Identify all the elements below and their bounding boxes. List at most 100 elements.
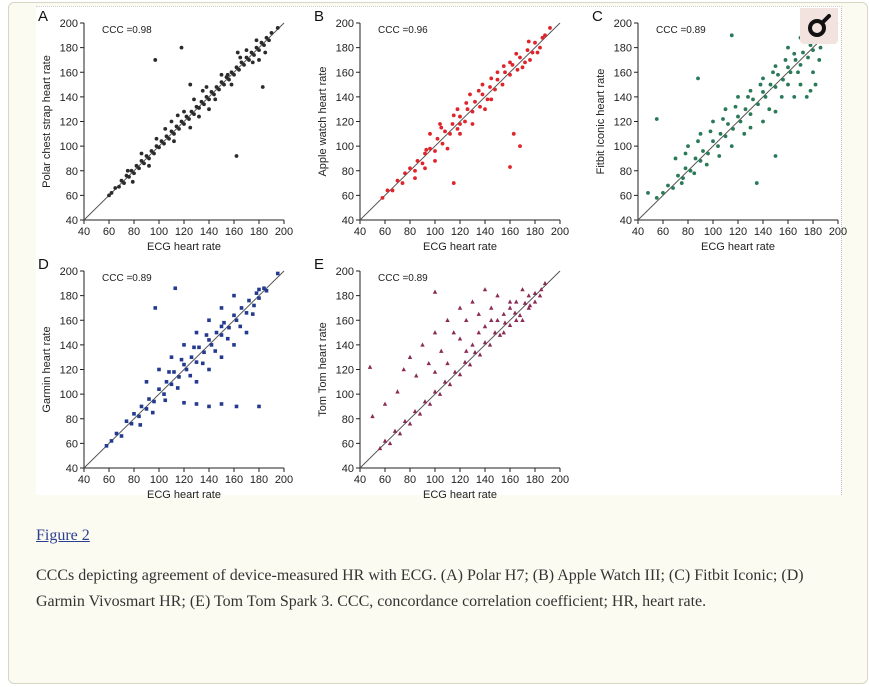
data-point bbox=[704, 162, 709, 167]
figure-link[interactable]: Figure 2 bbox=[36, 527, 90, 544]
data-point bbox=[367, 364, 373, 369]
data-point bbox=[796, 70, 800, 75]
data-point bbox=[458, 131, 462, 136]
y-tick-label: 80 bbox=[66, 414, 78, 426]
y-tick-label: 180 bbox=[614, 43, 632, 55]
y-axis-label: Garmin heart rate bbox=[41, 326, 53, 412]
data-point bbox=[761, 76, 765, 81]
data-point bbox=[489, 76, 494, 81]
data-point bbox=[540, 35, 545, 40]
data-point bbox=[234, 404, 239, 409]
x-tick-label: 60 bbox=[657, 226, 669, 238]
x-tick-label: 40 bbox=[354, 226, 366, 238]
data-point bbox=[743, 107, 748, 112]
data-point bbox=[464, 348, 469, 353]
data-point bbox=[445, 317, 450, 323]
data-point bbox=[264, 288, 269, 293]
data-point bbox=[209, 343, 214, 347]
data-point bbox=[495, 77, 500, 82]
x-tick-label: 40 bbox=[78, 474, 90, 486]
data-point bbox=[746, 94, 750, 99]
y-tick-label: 180 bbox=[60, 291, 78, 303]
data-point bbox=[522, 300, 528, 305]
data-point bbox=[763, 94, 768, 99]
x-axis-label: ECG heart rate bbox=[147, 489, 221, 501]
figure-image[interactable]: 40 60 80 100 120 140 160 180 200 40 60 80 100 120 140 1… bbox=[36, 6, 847, 501]
y-tick-label: 200 bbox=[336, 18, 354, 30]
data-point bbox=[169, 382, 174, 387]
data-point bbox=[771, 70, 775, 75]
ccc-label: CCC =0.96 bbox=[378, 25, 428, 36]
data-point bbox=[489, 305, 494, 310]
data-point bbox=[239, 60, 244, 65]
data-point bbox=[476, 330, 481, 335]
data-point bbox=[184, 114, 189, 119]
y-tick-label: 200 bbox=[60, 266, 78, 278]
data-point bbox=[514, 51, 519, 56]
x-tick-label: 180 bbox=[250, 226, 268, 238]
y-tick-label: 140 bbox=[336, 92, 354, 104]
data-point bbox=[818, 45, 823, 50]
data-point bbox=[182, 343, 186, 347]
data-point bbox=[412, 408, 418, 414]
data-point bbox=[192, 345, 196, 350]
data-point bbox=[169, 119, 174, 124]
y-tick-label: 80 bbox=[342, 414, 354, 426]
x-tick-label: 200 bbox=[275, 474, 293, 486]
panel-e: 40 60 80 100 120 140 160 180 200 40 60 80 100 120 140 1… bbox=[312, 255, 572, 501]
data-point bbox=[247, 58, 251, 62]
data-point bbox=[139, 151, 144, 156]
x-axis-label: ECG heart rate bbox=[423, 489, 497, 501]
data-point bbox=[249, 50, 254, 55]
x-tick-label: 60 bbox=[103, 226, 115, 238]
data-point bbox=[788, 70, 793, 75]
x-tick-label: 60 bbox=[103, 474, 115, 486]
x-tick-label: 100 bbox=[150, 226, 168, 238]
y-tick-label: 120 bbox=[336, 365, 354, 377]
identity-line bbox=[637, 22, 839, 221]
data-point bbox=[194, 360, 199, 364]
data-point bbox=[786, 45, 790, 50]
y-tick-label: 40 bbox=[620, 215, 632, 227]
data-point bbox=[451, 113, 456, 118]
data-point bbox=[157, 367, 161, 372]
data-point bbox=[428, 146, 432, 151]
data-point bbox=[451, 181, 456, 185]
data-point bbox=[538, 45, 542, 50]
data-point bbox=[164, 134, 169, 139]
data-point bbox=[107, 193, 111, 198]
data-point bbox=[420, 161, 425, 166]
data-point bbox=[197, 345, 201, 350]
data-point bbox=[144, 407, 149, 411]
data-point bbox=[482, 287, 488, 292]
data-point bbox=[548, 26, 552, 30]
x-tick-label: 100 bbox=[426, 226, 444, 238]
magnify-button[interactable] bbox=[800, 8, 838, 44]
data-point bbox=[501, 64, 506, 68]
x-tick-label: 200 bbox=[275, 226, 293, 238]
y-tick-label: 40 bbox=[66, 463, 78, 475]
data-point bbox=[234, 65, 239, 70]
data-point bbox=[238, 324, 243, 329]
data-point bbox=[526, 293, 531, 298]
data-point bbox=[543, 33, 547, 38]
panel-letter: B bbox=[314, 8, 324, 25]
data-point bbox=[510, 62, 515, 67]
data-point bbox=[232, 343, 236, 347]
data-point bbox=[167, 136, 171, 141]
data-point bbox=[464, 317, 469, 323]
panel-letter: E bbox=[314, 256, 324, 273]
data-point bbox=[202, 350, 206, 355]
data-point bbox=[450, 122, 455, 126]
data-point bbox=[535, 50, 540, 55]
data-point bbox=[179, 45, 184, 50]
data-point bbox=[370, 413, 375, 419]
data-point bbox=[392, 428, 398, 433]
data-point bbox=[526, 305, 531, 310]
data-point bbox=[435, 136, 440, 141]
data-point bbox=[264, 35, 269, 40]
data-point bbox=[507, 299, 513, 304]
data-point bbox=[811, 48, 815, 52]
x-tick-label: 200 bbox=[551, 226, 569, 238]
y-tick-label: 200 bbox=[60, 18, 78, 30]
